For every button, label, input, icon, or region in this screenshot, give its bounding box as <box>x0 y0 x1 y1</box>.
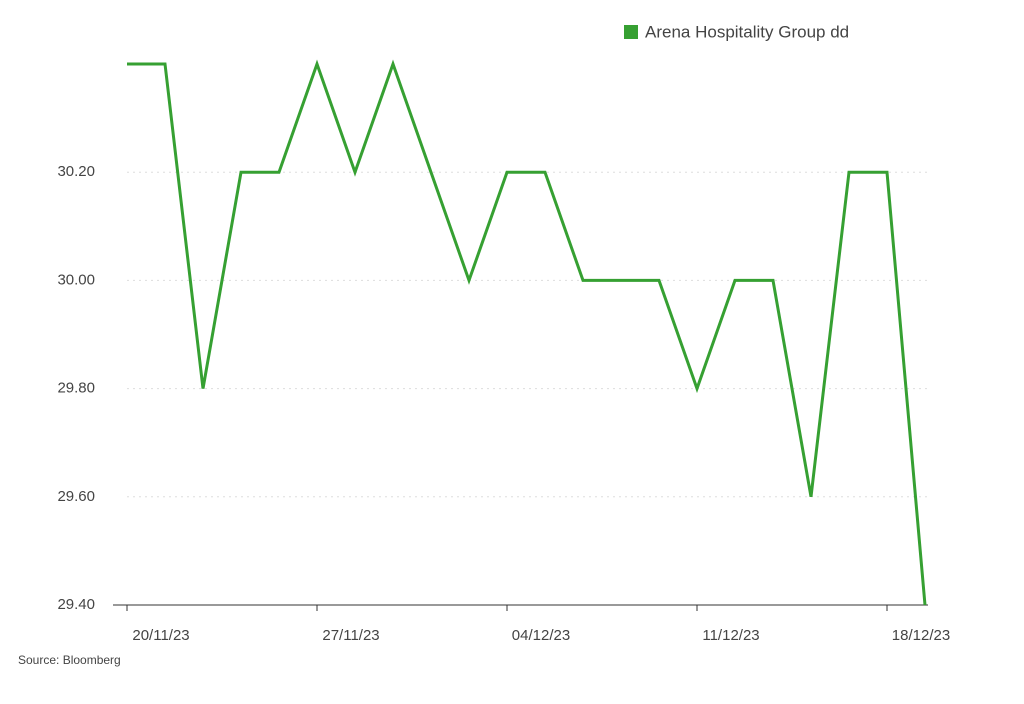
x-tick-label: 20/11/23 <box>132 627 189 644</box>
y-tick-label: 30.00 <box>57 271 95 288</box>
x-tick-label: 11/12/23 <box>702 627 759 644</box>
y-tick-label: 29.60 <box>57 488 95 505</box>
series-line <box>127 59 927 606</box>
legend-swatch <box>624 25 638 39</box>
y-tick-label: 29.40 <box>57 596 95 613</box>
source: Source: Bloomberg <box>18 653 121 667</box>
legend-label: Arena Hospitality Group dd <box>645 22 849 41</box>
y-tick-label: 30.20 <box>57 163 95 180</box>
x-tick-label: 27/11/23 <box>322 627 379 644</box>
x-tick-label: 18/12/23 <box>892 627 950 644</box>
y-tick-label: 29.80 <box>57 380 95 397</box>
x-tick-label: 04/12/23 <box>512 627 570 644</box>
